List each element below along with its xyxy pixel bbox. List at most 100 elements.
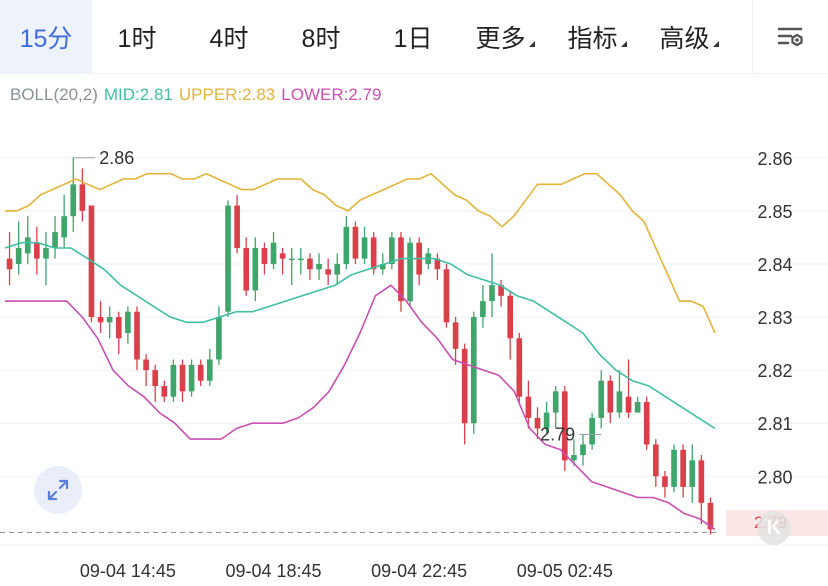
candle-body (216, 317, 222, 360)
candle-body (653, 444, 659, 477)
dropdown-triangle-icon (712, 41, 719, 47)
tab-1h[interactable]: 1时 (96, 0, 178, 74)
y-tick-label: 2.85 (757, 202, 792, 222)
tab-15min[interactable]: 15分 (0, 0, 92, 74)
tab-4h[interactable]: 4时 (188, 0, 270, 74)
tab-label: 1时 (117, 25, 157, 53)
candle-body (534, 417, 541, 429)
candle-body (24, 237, 31, 254)
tab-8h[interactable]: 8时 (280, 0, 362, 74)
candle-body (43, 248, 49, 259)
tab-more[interactable]: 更多 (466, 0, 544, 74)
candle-body (243, 248, 250, 291)
candle-body (625, 396, 632, 413)
candle-body (143, 359, 149, 371)
candle-body (79, 184, 86, 211)
candle-body (34, 242, 40, 259)
candle-body (489, 285, 495, 302)
candlestick-chart[interactable]: 2.86 2.85 2.84 2.83 2.82 2.81 2.80 09-04 14:45 0… (0, 110, 828, 586)
candle-body (334, 263, 341, 275)
candle-body (288, 258, 295, 261)
candle-body (379, 263, 386, 270)
boll-lower-line (5, 284, 716, 531)
chart-settings-icon (777, 27, 803, 47)
candle-body (434, 258, 441, 270)
candle-body (662, 476, 668, 487)
candle-body (115, 317, 122, 339)
candle-body (516, 338, 523, 397)
upper-value: UPPER:2.83 (178, 85, 276, 104)
k-line-badge[interactable]: K (757, 511, 791, 545)
tab-label: 1日 (393, 25, 433, 53)
tab-label: 15分 (19, 25, 73, 53)
high-marker-label: 2.86 (99, 148, 134, 168)
candle-body (352, 226, 359, 259)
candle-body (307, 258, 313, 270)
dropdown-triangle-icon (528, 41, 535, 47)
y-tick-label: 2.82 (757, 361, 792, 381)
candle-body (325, 269, 331, 275)
candle-body (197, 364, 204, 381)
candle-body (461, 348, 468, 424)
candle-body (589, 417, 595, 445)
candle-body (443, 269, 450, 323)
x-tick-label: 09-04 14:45 (80, 561, 176, 581)
candle-body (97, 317, 104, 323)
candle-body (70, 184, 77, 217)
candle-body (225, 205, 231, 312)
candle-body (125, 311, 131, 333)
chart-settings-button[interactable] (752, 0, 828, 74)
candle-body (689, 460, 696, 487)
candle-body (316, 263, 322, 270)
candle-body (398, 237, 404, 302)
candle-body (452, 322, 459, 349)
candle-body (252, 248, 259, 291)
y-tick-label: 2.86 (757, 149, 792, 169)
k-badge-label: K (766, 516, 782, 539)
candle-body (361, 237, 368, 259)
candle-body (61, 216, 67, 238)
lower-value: LOWER:2.79 (281, 85, 382, 104)
candle-body (607, 380, 614, 413)
candle-body (552, 391, 559, 413)
y-tick-label: 2.80 (757, 467, 792, 487)
candle-body (598, 380, 605, 418)
candle-body (270, 242, 277, 264)
expand-arrows-icon (47, 479, 69, 501)
candle-body (643, 401, 650, 445)
candle-body (707, 502, 714, 530)
boll-mid-line (4, 241, 716, 430)
candle-body (370, 237, 377, 270)
tab-label: 4时 (209, 25, 249, 53)
candle-body (298, 258, 304, 261)
tab-indicators[interactable]: 指标 (558, 0, 636, 74)
tab-advanced[interactable]: 高级 (650, 0, 728, 74)
candle-body (261, 248, 268, 264)
candle-body (680, 449, 686, 487)
candle-body (52, 232, 58, 249)
tab-label: 更多 (475, 25, 526, 53)
dropdown-triangle-icon (620, 41, 627, 47)
candle-body (470, 317, 477, 424)
candle-body (15, 248, 22, 264)
y-tick-label: 2.83 (757, 308, 792, 328)
indicator-name: BOLL(20,2) (10, 85, 98, 104)
x-tick-label: 09-04 22:45 (371, 561, 467, 581)
candle-body (106, 317, 113, 323)
candle-body (543, 412, 550, 429)
candle-body (480, 301, 486, 318)
timeframe-tabs: 15分 1时 4时 8时 1日 更多 指标 高级 (0, 0, 828, 74)
x-tick-label: 09-04 18:45 (225, 561, 321, 581)
candle-body (389, 237, 395, 264)
candle-body (6, 258, 13, 270)
candle-body (407, 242, 413, 302)
tab-label: 高级 (659, 25, 710, 53)
candle-body (206, 359, 213, 381)
candle-body (343, 226, 350, 264)
candle-body (279, 253, 286, 259)
expand-chart-button[interactable] (34, 466, 82, 514)
candle-body (571, 455, 577, 461)
x-tick-label: 09-05 02:45 (517, 561, 613, 581)
tab-1d[interactable]: 1日 (372, 0, 454, 74)
candle-body (152, 370, 159, 387)
